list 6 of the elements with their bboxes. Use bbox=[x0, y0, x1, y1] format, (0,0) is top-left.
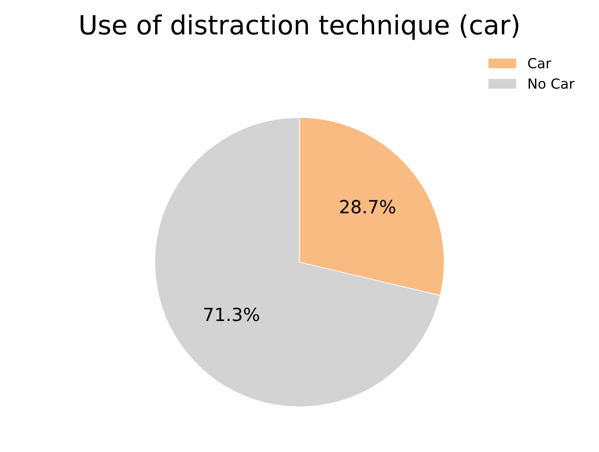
data-label: 28.7% bbox=[340, 200, 396, 214]
legend-label: No Car bbox=[528, 78, 575, 89]
pie-slice bbox=[154, 117, 441, 408]
legend-label: Car bbox=[528, 58, 552, 68]
data-label: 71.3% bbox=[204, 308, 260, 322]
chart-title: Use of distraction technique (car) bbox=[80, 14, 518, 40]
